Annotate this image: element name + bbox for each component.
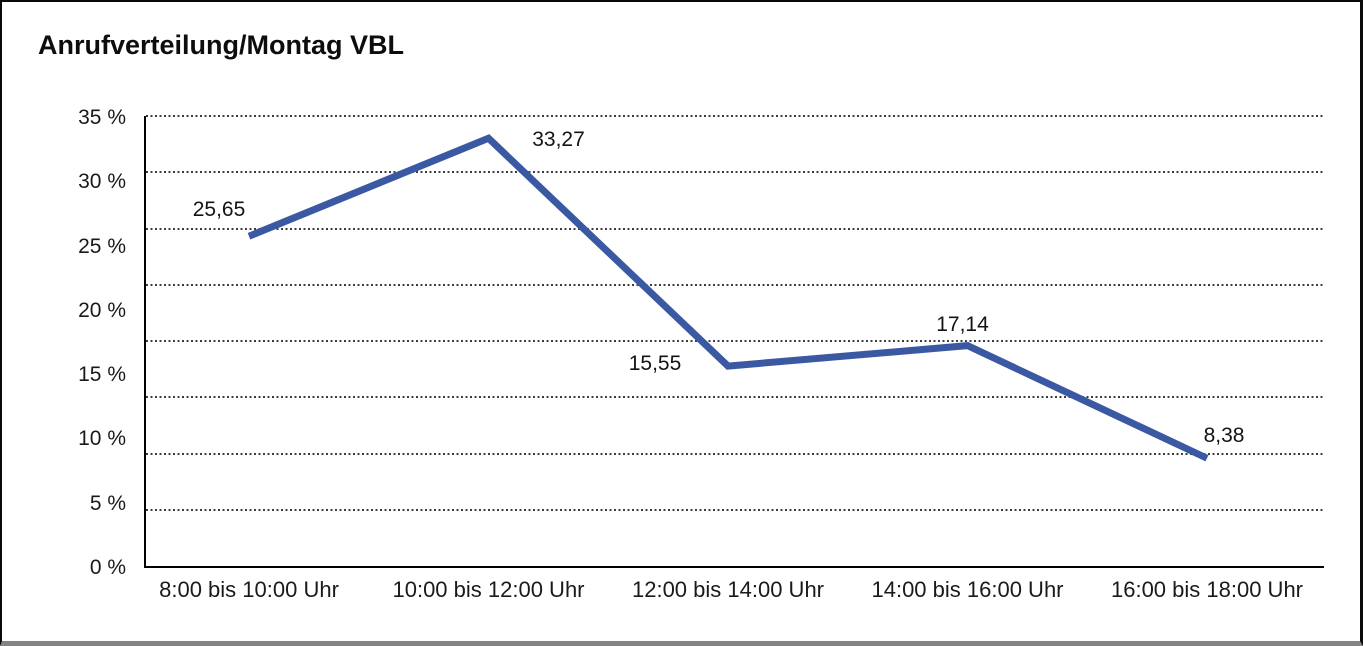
- x-axis-category-label: 8:00 bis 10:00 Uhr: [159, 577, 339, 602]
- y-axis-tick-label: 20 %: [78, 298, 126, 322]
- data-point-value-label: 17,14: [936, 312, 989, 336]
- gridline: [146, 115, 1324, 117]
- y-axis-tick-label: 30 %: [78, 170, 126, 194]
- x-axis-category-label: 12:00 bis 14:00 Uhr: [631, 577, 825, 602]
- y-axis-tick-label: 15 %: [78, 363, 126, 387]
- x-axis-category-label: 16:00 bis 18:00 Uhr: [1110, 577, 1304, 602]
- gridline: [146, 171, 1324, 174]
- y-axis-tick-label: 25 %: [78, 234, 126, 258]
- data-point-value-label: 25,65: [192, 198, 246, 222]
- y-axis-tick-label: 5 %: [89, 491, 126, 515]
- data-line-layer: [247, 134, 1209, 462]
- x-axis-category-label: 10:00 bis 12:00 Uhr: [392, 577, 585, 602]
- gridline: [146, 340, 1324, 342]
- data-point-value-label: 15,55: [628, 352, 682, 376]
- gridline: [146, 396, 1324, 399]
- gridline: [146, 452, 1324, 455]
- y-axis-tick-label: 35 %: [78, 106, 126, 129]
- chart-title: Anrufverteilung/Montag VBL: [38, 30, 404, 60]
- gridline: [146, 508, 1324, 511]
- gridline: [146, 227, 1324, 230]
- plot-area: 25,65 33,27 15,55 17,14 8,38: [144, 115, 1324, 568]
- gridline: [146, 283, 1324, 286]
- y-axis-tick-label: 0 %: [89, 556, 126, 579]
- series-line: [247, 134, 1209, 462]
- data-point-value-label: 8,38: [1203, 424, 1245, 448]
- x-axis-category-label: 14:00 bis 16:00 Uhr: [871, 577, 1064, 602]
- y-axis-tick-label: 10 %: [78, 427, 126, 451]
- data-point-value-label: 33,27: [532, 128, 585, 152]
